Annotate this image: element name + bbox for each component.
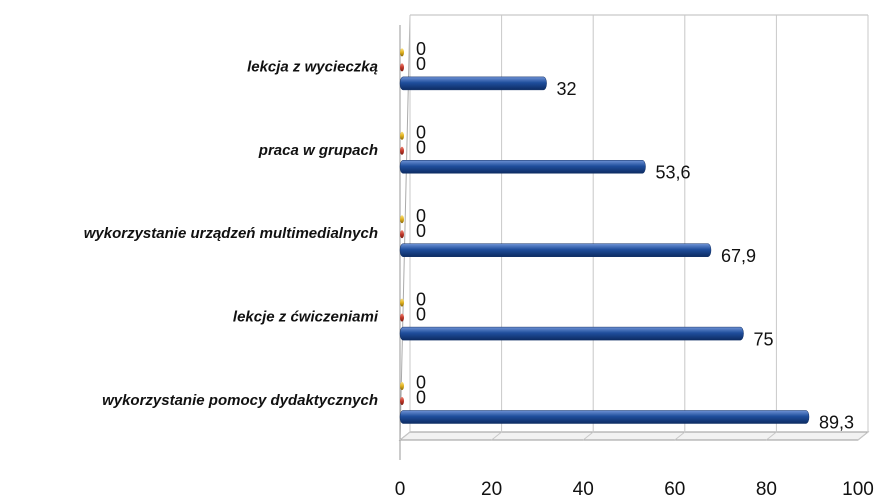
x-tick-label: 40: [573, 479, 594, 500]
y-tick-label: lekcje z ćwiczeniami: [233, 309, 379, 326]
bar: [400, 230, 404, 239]
bar: [399, 410, 810, 424]
x-tick-label: 80: [756, 479, 777, 500]
bar: [400, 131, 404, 140]
data-label: 89,3: [819, 413, 854, 433]
bar: [400, 381, 404, 390]
x-tick-label: 100: [842, 479, 874, 500]
y-tick-label: wykorzystanie pomocy dydaktycznych: [102, 392, 378, 409]
data-label: 0: [416, 289, 426, 309]
data-label: 0: [416, 304, 426, 324]
x-tick-label: 60: [664, 479, 685, 500]
bar: [399, 160, 646, 174]
floor-grid-line: [857, 431, 869, 441]
data-label: 32: [557, 79, 577, 99]
data-label: 0: [416, 388, 426, 408]
floor-grid-line: [399, 431, 411, 441]
y-tick-label: praca w grupach: [258, 142, 378, 159]
bar: [400, 146, 404, 155]
floor-grid-line: [674, 431, 686, 441]
data-label: 0: [416, 39, 426, 59]
data-label: 0: [416, 206, 426, 226]
data-label: 67,9: [721, 246, 756, 266]
x-tick-label: 0: [395, 479, 406, 500]
bar: [400, 215, 404, 224]
bar: [399, 76, 547, 91]
floor-grid-line: [766, 431, 777, 441]
bar: [400, 48, 404, 57]
y-tick-label: lekcja z wycieczką: [247, 58, 378, 75]
x-tick-label: 20: [481, 479, 502, 500]
data-label: 0: [416, 138, 426, 158]
bar: [399, 243, 712, 257]
floor: [398, 431, 870, 441]
bar: [400, 63, 404, 72]
bar: [399, 326, 744, 341]
data-label: 0: [416, 221, 426, 241]
data-label: 0: [416, 123, 426, 143]
bar: [400, 298, 404, 307]
data-label: 0: [416, 373, 426, 393]
floor-grid-line: [582, 431, 594, 441]
data-label: 53,6: [655, 163, 690, 183]
data-label: 0: [416, 54, 426, 74]
data-label: 75: [754, 329, 774, 349]
bar: [400, 313, 404, 322]
y-tick-label: wykorzystanie urządzeń multimedialnych: [84, 225, 378, 242]
floor-grid-line: [491, 431, 502, 441]
bar: [400, 396, 404, 405]
